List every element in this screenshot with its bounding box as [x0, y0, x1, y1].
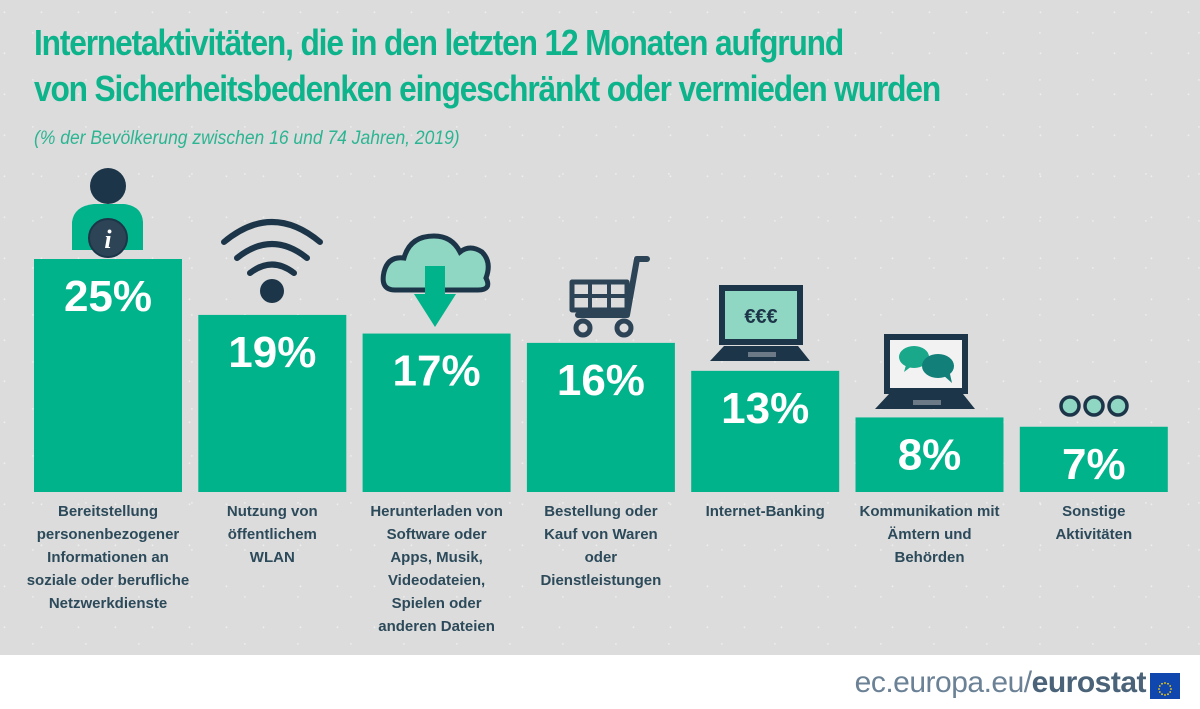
category-label-line: Nutzung von	[226, 503, 318, 520]
three-dots-icon	[1059, 395, 1129, 417]
value-labels-group: 25% 19% 17% 16% 13% 8% 7%	[64, 272, 1126, 489]
laptop-euro-icon: €€€	[710, 285, 810, 361]
site-prefix: ec.europa.eu/	[854, 666, 1032, 699]
category-label-line: Bereitstellung	[57, 503, 159, 520]
category-label-line: Kommunikation mit	[859, 503, 1000, 520]
bar	[526, 342, 675, 492]
bar-value-label: 19%	[228, 328, 316, 377]
bar-value-label: 7%	[1062, 440, 1126, 489]
category-label-line: Behörden	[894, 549, 965, 566]
bar	[362, 333, 511, 492]
category-label-line: soziale oder berufliche	[26, 572, 190, 589]
bar	[34, 259, 182, 492]
icons-group: i	[72, 168, 1129, 417]
category-label-line: Dienstleistungen	[540, 572, 662, 589]
bars-group	[34, 259, 1168, 492]
category-label-line: öffentlichem	[227, 526, 317, 543]
bar-value-label: 17%	[393, 347, 481, 396]
svg-text:€€€: €€€	[744, 306, 777, 328]
category-label-line: anderen Dateien	[378, 618, 495, 635]
category-label-line: Sonstige	[1062, 503, 1126, 520]
eu-flag-icon	[1150, 673, 1180, 699]
footer: ec.europa.eu/eurostat	[855, 663, 1180, 703]
category-label: Sonstige Aktivitäten	[1009, 500, 1179, 546]
chart-title-line: von Sicherheitsbedenken eingeschränkt od…	[34, 68, 941, 109]
category-label: Kommunikation mit Ämtern und Behörden	[845, 500, 1015, 569]
category-label: Bestellung oder Kauf von Waren oder Dienstl…	[516, 500, 686, 592]
chart-subtitle: (% der Bevölkerung zwischen 16 und 74 Ja…	[34, 128, 460, 149]
category-label-line: Netzwerkdienste	[48, 595, 168, 612]
category-label-line: Bestellung oder	[544, 503, 658, 520]
category-label-line: Ämtern und	[887, 526, 972, 543]
bar	[855, 417, 1004, 492]
bar-value-label: 13%	[721, 384, 809, 433]
category-label-line: Kauf von Waren	[544, 526, 658, 543]
eurostat-link[interactable]: ec.europa.eu/eurostat	[854, 666, 1147, 700]
infographic-canvas: Internetaktivitäten, die in den letzten …	[0, 0, 1200, 655]
category-label: Bereitstellung personenbezogener Informati…	[23, 500, 193, 615]
wifi-icon	[221, 219, 323, 303]
category-label-line: oder	[584, 549, 618, 566]
shopping-cart-icon	[569, 256, 650, 338]
bar	[1019, 426, 1168, 492]
chart-title: Internetaktivitäten, die in den letzten …	[34, 20, 1020, 112]
category-label-line: Spielen oder	[391, 595, 482, 612]
category-label-line: Herunterladen von	[370, 503, 503, 520]
category-label-line: Software oder	[386, 526, 487, 543]
chart-title-line: Internetaktivitäten, die in den letzten …	[34, 22, 844, 63]
cloud-download-icon	[380, 233, 491, 327]
category-label-line: personenbezogener	[36, 526, 180, 543]
category-label: Herunterladen von Software oder Apps, Musi…	[352, 500, 522, 638]
category-label-line: Apps, Musik,	[390, 549, 483, 566]
category-label-line: WLAN	[249, 549, 295, 566]
person-info-icon: i	[72, 168, 143, 258]
bar-value-label: 8%	[898, 430, 962, 479]
category-label-line: Aktivitäten	[1055, 526, 1133, 543]
laptop-chat-icon	[875, 334, 975, 409]
category-label-line: Internet-Banking	[705, 503, 825, 520]
bar	[198, 314, 347, 492]
bar-value-label: 25%	[64, 272, 152, 321]
category-label-line: Videodateien,	[387, 572, 486, 589]
site-brand: eurostat	[1031, 666, 1147, 699]
category-label-line: Informationen an	[47, 549, 169, 566]
category-label: Internet-Banking	[680, 500, 850, 523]
bar-value-label: 16%	[557, 356, 645, 405]
bar-chart: i	[34, 168, 1168, 492]
bar	[691, 370, 840, 492]
category-label: Nutzung von öffentlichem WLAN	[187, 500, 357, 569]
svg-text:i: i	[104, 225, 112, 254]
